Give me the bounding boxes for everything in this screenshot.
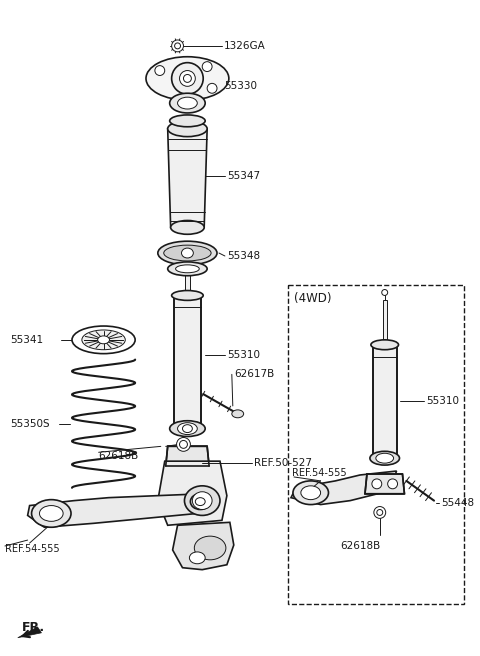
Text: 62617B: 62617B <box>234 369 274 379</box>
Ellipse shape <box>202 62 212 72</box>
Text: 55310: 55310 <box>227 350 260 359</box>
Polygon shape <box>373 345 396 458</box>
Ellipse shape <box>183 75 192 83</box>
Text: 62618B: 62618B <box>99 451 139 461</box>
Polygon shape <box>365 474 405 494</box>
Polygon shape <box>166 446 209 466</box>
Ellipse shape <box>158 241 217 265</box>
Ellipse shape <box>169 93 205 113</box>
Ellipse shape <box>191 494 210 510</box>
Ellipse shape <box>232 410 244 418</box>
Ellipse shape <box>155 66 165 75</box>
Text: 55330: 55330 <box>224 81 257 91</box>
Ellipse shape <box>177 438 191 451</box>
Ellipse shape <box>169 115 205 127</box>
Ellipse shape <box>195 498 205 506</box>
Ellipse shape <box>293 481 328 504</box>
Ellipse shape <box>184 486 220 516</box>
Polygon shape <box>174 295 201 428</box>
Text: 55341: 55341 <box>10 335 43 345</box>
Ellipse shape <box>192 492 212 510</box>
Text: 55348: 55348 <box>227 251 260 261</box>
Ellipse shape <box>178 422 197 434</box>
Text: (4WD): (4WD) <box>294 292 332 305</box>
Text: 55350S: 55350S <box>10 419 49 428</box>
Text: REF.50-527: REF.50-527 <box>253 458 312 468</box>
Ellipse shape <box>164 245 211 261</box>
Ellipse shape <box>371 340 398 350</box>
Ellipse shape <box>190 552 205 564</box>
Polygon shape <box>291 471 396 504</box>
Polygon shape <box>173 522 234 569</box>
Ellipse shape <box>182 424 192 432</box>
Ellipse shape <box>72 326 135 354</box>
Bar <box>288 285 464 604</box>
Ellipse shape <box>178 97 197 109</box>
Ellipse shape <box>97 336 109 344</box>
Text: FR.: FR. <box>22 621 45 634</box>
Ellipse shape <box>171 220 204 234</box>
Text: REF.54-555: REF.54-555 <box>292 468 347 478</box>
Polygon shape <box>28 494 204 527</box>
Ellipse shape <box>181 248 193 258</box>
Text: 62618B: 62618B <box>340 541 380 551</box>
Ellipse shape <box>39 506 63 522</box>
Bar <box>383 300 387 345</box>
Ellipse shape <box>382 289 388 295</box>
Text: 55347: 55347 <box>227 171 260 181</box>
Polygon shape <box>18 627 41 638</box>
Ellipse shape <box>388 479 397 489</box>
Text: REF.54-555: REF.54-555 <box>5 544 60 554</box>
Ellipse shape <box>172 40 183 52</box>
Ellipse shape <box>370 451 399 465</box>
Ellipse shape <box>301 486 321 500</box>
Ellipse shape <box>207 83 217 93</box>
Text: 55310: 55310 <box>426 396 459 406</box>
Text: 55448: 55448 <box>441 498 474 508</box>
Ellipse shape <box>180 440 187 448</box>
Ellipse shape <box>172 291 203 300</box>
Text: 1326GA: 1326GA <box>224 41 265 51</box>
Polygon shape <box>158 461 227 525</box>
Ellipse shape <box>82 330 125 350</box>
Ellipse shape <box>168 121 207 136</box>
Ellipse shape <box>377 510 383 516</box>
Ellipse shape <box>372 479 382 489</box>
Ellipse shape <box>146 56 229 100</box>
Ellipse shape <box>374 506 386 518</box>
Ellipse shape <box>376 453 394 463</box>
Ellipse shape <box>176 265 199 273</box>
Ellipse shape <box>180 71 195 87</box>
Ellipse shape <box>194 536 226 560</box>
Ellipse shape <box>172 63 203 94</box>
Ellipse shape <box>175 43 180 49</box>
Polygon shape <box>168 129 207 228</box>
Bar <box>185 275 190 295</box>
Ellipse shape <box>169 420 205 436</box>
Ellipse shape <box>32 500 71 527</box>
Ellipse shape <box>168 262 207 276</box>
